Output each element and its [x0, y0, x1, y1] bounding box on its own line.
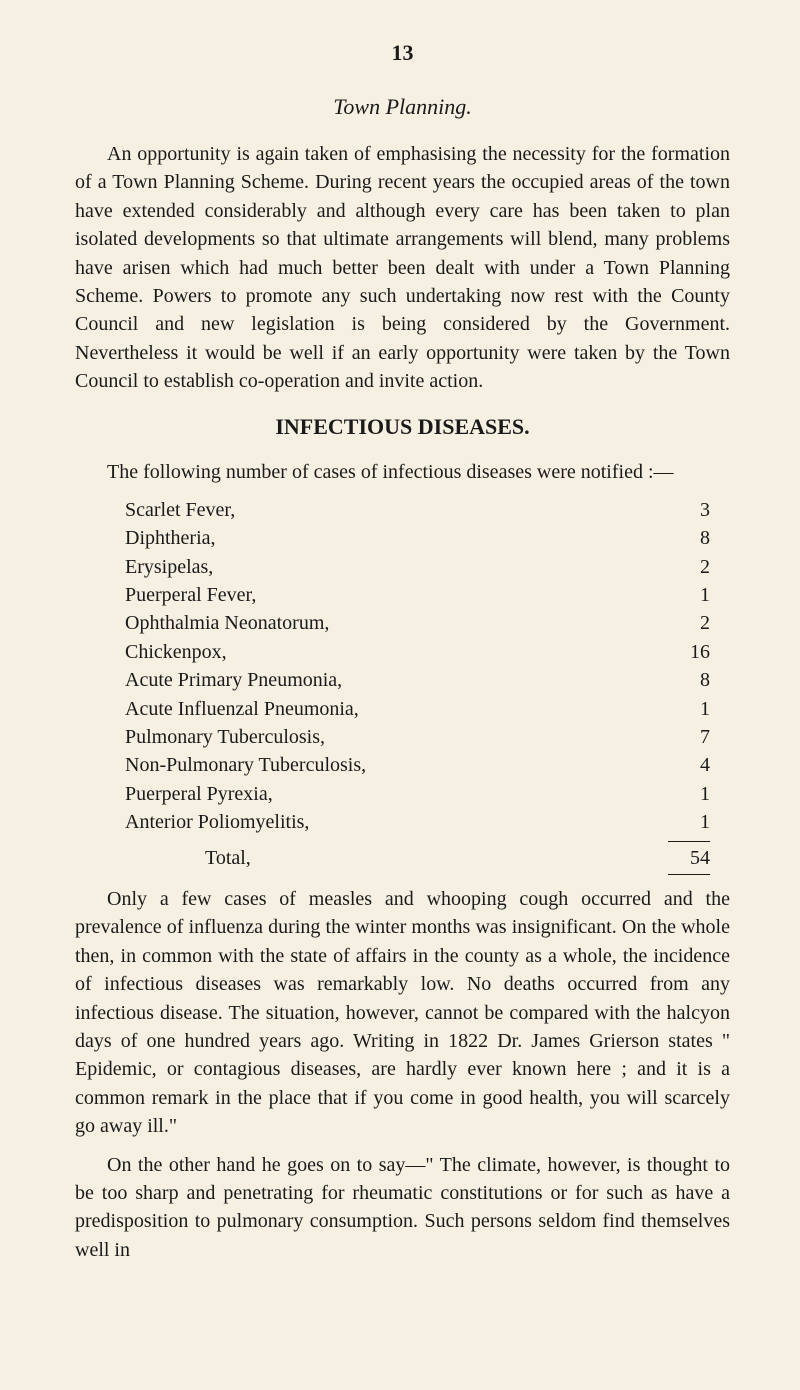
disease-value: 8	[660, 666, 710, 694]
para-town-planning: An opportunity is again taken of emphasi…	[75, 140, 730, 396]
disease-row: Non-Pulmonary Tuberculosis, 4	[125, 751, 710, 779]
disease-row: Pulmonary Tuberculosis, 7	[125, 723, 710, 751]
section-title-town-planning: Town Planning.	[75, 94, 730, 120]
page-number: 13	[75, 40, 730, 66]
disease-name: Chickenpox,	[125, 638, 227, 666]
section-title-infectious: INFECTIOUS DISEASES.	[75, 414, 730, 440]
disease-value: 4	[660, 751, 710, 779]
total-value: 54	[660, 844, 710, 872]
disease-value: 7	[660, 723, 710, 751]
disease-row: Acute Primary Pneumonia, 8	[125, 666, 710, 694]
disease-name: Anterior Poliomyelitis,	[125, 808, 309, 836]
disease-value: 16	[660, 638, 710, 666]
disease-row: Anterior Poliomyelitis, 1	[125, 808, 710, 836]
para-climate: On the other hand he goes on to say—" Th…	[75, 1151, 730, 1265]
disease-name: Erysipelas,	[125, 553, 213, 581]
disease-value: 3	[660, 496, 710, 524]
disease-row: Diphtheria, 8	[125, 524, 710, 552]
disease-name: Acute Influenzal Pneumonia,	[125, 695, 359, 723]
disease-value: 8	[660, 524, 710, 552]
disease-row: Scarlet Fever, 3	[125, 496, 710, 524]
document-page: 13 Town Planning. An opportunity is agai…	[0, 0, 800, 1314]
disease-name: Acute Primary Pneumonia,	[125, 666, 342, 694]
para-intro: The following number of cases of infecti…	[75, 458, 730, 486]
disease-value: 2	[660, 553, 710, 581]
disease-value: 1	[660, 808, 710, 836]
disease-row: Puerperal Pyrexia, 1	[125, 780, 710, 808]
total-divider-bottom	[668, 874, 710, 875]
total-label: Total,	[205, 844, 251, 872]
disease-value: 1	[660, 695, 710, 723]
disease-row: Erysipelas, 2	[125, 553, 710, 581]
disease-value: 1	[660, 780, 710, 808]
total-divider-top	[668, 841, 710, 842]
total-row: Total, 54	[125, 844, 710, 872]
disease-name: Pulmonary Tuberculosis,	[125, 723, 325, 751]
disease-row: Puerperal Fever, 1	[125, 581, 710, 609]
disease-row: Chickenpox, 16	[125, 638, 710, 666]
disease-row: Acute Influenzal Pneumonia, 1	[125, 695, 710, 723]
disease-name: Diphtheria,	[125, 524, 216, 552]
disease-name: Puerperal Pyrexia,	[125, 780, 273, 808]
disease-value: 1	[660, 581, 710, 609]
disease-row: Ophthalmia Neonatorum, 2	[125, 609, 710, 637]
disease-value: 2	[660, 609, 710, 637]
disease-name: Scarlet Fever,	[125, 496, 235, 524]
disease-list: Scarlet Fever, 3 Diphtheria, 8 Erysipela…	[125, 496, 710, 837]
para-measles: Only a few cases of measles and whooping…	[75, 885, 730, 1141]
disease-name: Ophthalmia Neonatorum,	[125, 609, 329, 637]
disease-name: Puerperal Fever,	[125, 581, 256, 609]
disease-name: Non-Pulmonary Tuberculosis,	[125, 751, 366, 779]
